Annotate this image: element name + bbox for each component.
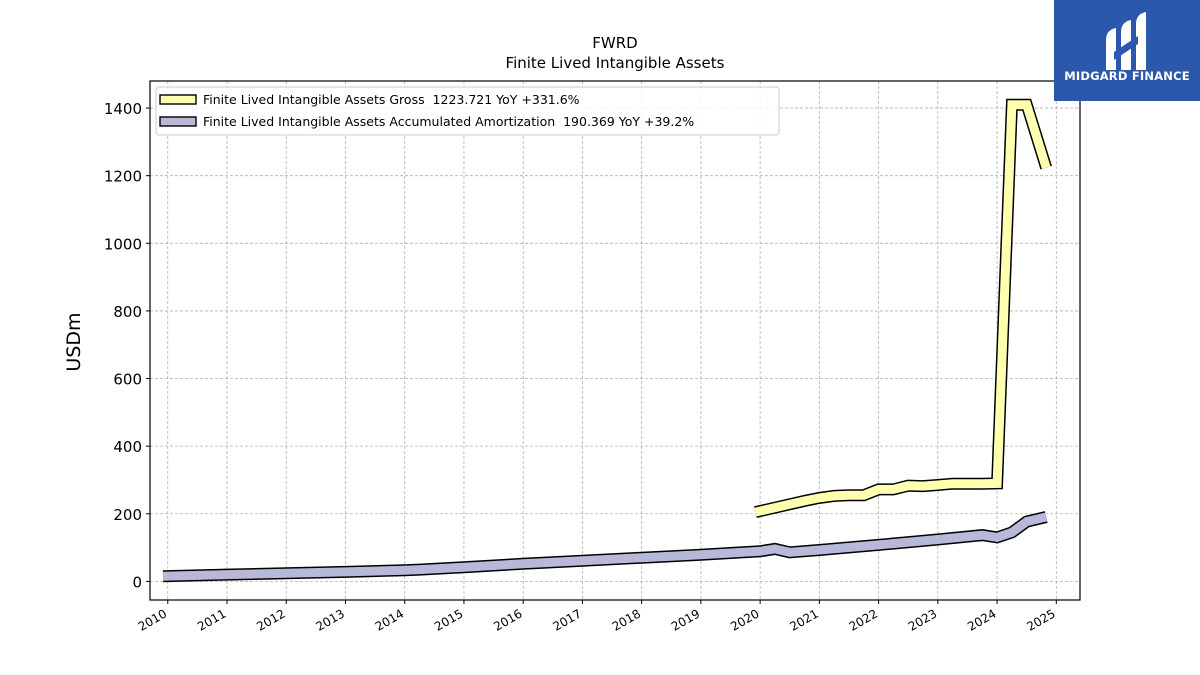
y-axis: 0 200 400 600 800 1000 1200 1400: [104, 100, 150, 591]
brand-badge: MIDGARD FINANCE: [1054, 0, 1200, 101]
y-tick-label: 800: [113, 303, 142, 321]
x-tick-label: 2019: [669, 606, 702, 633]
y-tick-label: 400: [113, 438, 142, 456]
legend-box: [155, 86, 780, 136]
x-tick-label: 2016: [491, 606, 524, 633]
brand-name: MIDGARD FINANCE: [1064, 69, 1190, 83]
x-tick-label: 2011: [195, 606, 228, 633]
x-tick-label: 2024: [965, 606, 998, 633]
legend-swatch-0: [159, 94, 197, 105]
series-line-1: [162, 512, 1048, 581]
y-tick-label: 1000: [104, 235, 142, 253]
x-tick-label: 2012: [254, 606, 287, 633]
midgard-m-logo-icon: [1106, 12, 1146, 70]
x-tick-label: 2021: [787, 606, 820, 633]
chart-subtitle: Finite Lived Intangible Assets: [506, 54, 725, 72]
y-axis-label: USDm: [63, 312, 85, 371]
y-tick-label: 0: [132, 573, 142, 591]
x-tick-label: 2022: [847, 606, 880, 633]
x-tick-label: 2023: [906, 606, 939, 633]
chart-title: FWRD: [592, 34, 637, 52]
legend-swatch-1: [159, 116, 197, 127]
legend-label-0: Finite Lived Intangible Assets Gross 122…: [203, 92, 580, 107]
grid: [150, 81, 1080, 600]
legend: Finite Lived Intangible Assets Gross 122…: [155, 86, 780, 136]
x-tick-label: 2017: [550, 606, 583, 633]
y-tick-label: 600: [113, 371, 142, 389]
series-outline-1: [162, 511, 1048, 583]
series-layer: [162, 98, 1052, 583]
plot-frame: [149, 80, 1081, 601]
x-tick-label: 2014: [373, 606, 406, 633]
x-axis: 2010 2011 2012 2013 2014 2015 2016 2017 2018 2019…: [136, 600, 1058, 634]
x-tick-label: 2010: [136, 606, 169, 633]
y-tick-label: 200: [113, 506, 142, 524]
y-tick-label: 1200: [104, 168, 142, 186]
x-tick-label: 2013: [314, 606, 347, 633]
x-tick-label: 2025: [1024, 606, 1057, 633]
y-tick-label: 1400: [104, 100, 142, 118]
x-tick-label: 2018: [610, 606, 643, 633]
series-line-0: [754, 100, 1051, 517]
legend-label-1: Finite Lived Intangible Assets Accumulat…: [203, 114, 694, 129]
x-tick-label: 2020: [728, 606, 761, 633]
x-tick-label: 2015: [432, 606, 465, 633]
